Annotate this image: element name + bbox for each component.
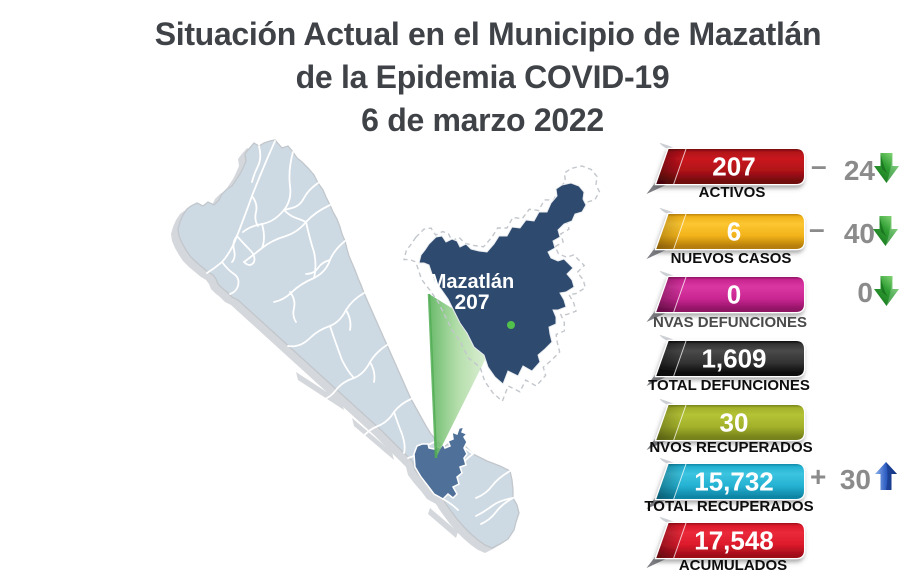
svg-text:Mazatlán: Mazatlán <box>430 271 514 293</box>
svg-text:17,548: 17,548 <box>694 526 774 556</box>
svg-text:207: 207 <box>454 291 489 314</box>
svg-text:0: 0 <box>727 280 741 310</box>
svg-text:1,609: 1,609 <box>701 344 766 374</box>
svg-text:15,732: 15,732 <box>694 467 774 497</box>
svg-text:6: 6 <box>727 217 741 247</box>
svg-text:207: 207 <box>712 152 755 182</box>
svg-text:30: 30 <box>720 408 749 438</box>
